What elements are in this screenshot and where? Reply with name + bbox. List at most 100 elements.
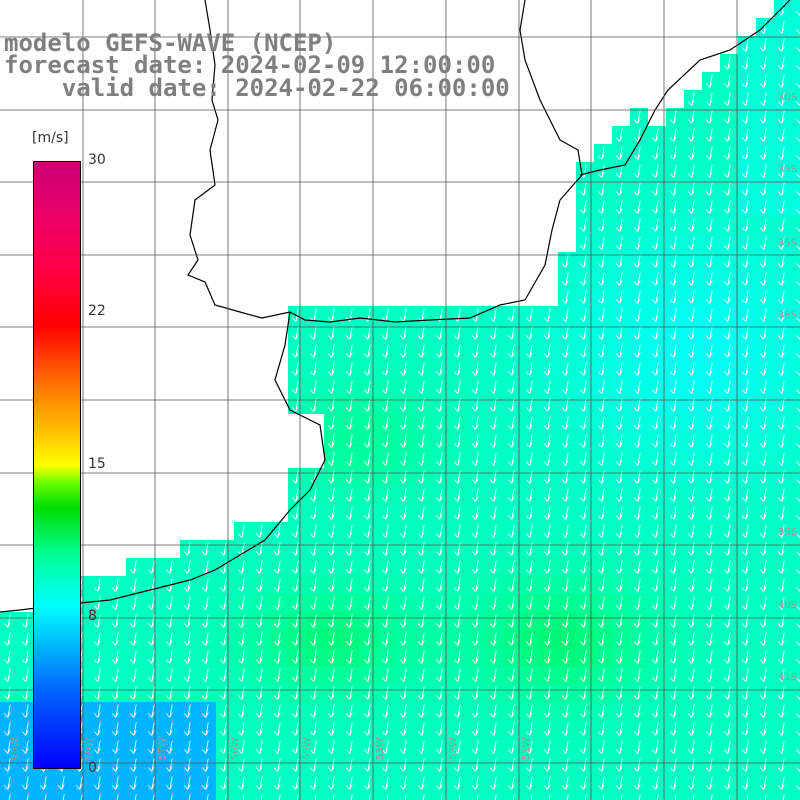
wind-arrow bbox=[759, 344, 767, 358]
wind-arrow bbox=[777, 398, 785, 412]
wind-arrow bbox=[399, 740, 407, 754]
wind-arrow bbox=[795, 263, 800, 268]
wind-arrow bbox=[759, 524, 767, 538]
wind-cell bbox=[432, 792, 450, 800]
wind-arrow bbox=[795, 677, 800, 682]
wind-arrow bbox=[507, 398, 515, 412]
wind-cell bbox=[792, 18, 800, 36]
wind-arrow bbox=[507, 722, 515, 736]
wind-arrow bbox=[615, 758, 623, 772]
wind-arrow bbox=[147, 722, 155, 736]
wind-arrow bbox=[741, 776, 749, 790]
wind-arrow bbox=[674, 794, 677, 800]
wind-arrow bbox=[759, 614, 767, 628]
wind-arrow bbox=[327, 506, 335, 520]
wind-arrow bbox=[525, 398, 533, 412]
wind-cell bbox=[792, 450, 800, 468]
wind-arrow bbox=[759, 650, 767, 664]
wind-arrow bbox=[489, 488, 497, 502]
wind-arrow bbox=[417, 416, 425, 430]
wind-arrow bbox=[777, 578, 785, 592]
wind-arrow bbox=[777, 416, 785, 430]
lat-label: 33S bbox=[778, 164, 797, 175]
wind-arrow bbox=[327, 776, 335, 790]
wind-arrow bbox=[525, 704, 533, 718]
wind-arrow bbox=[705, 290, 713, 304]
wind-arrow bbox=[687, 578, 695, 592]
wind-cell bbox=[720, 792, 738, 800]
wind-arrow bbox=[44, 794, 47, 800]
wind-arrow bbox=[561, 308, 569, 322]
wind-arrow bbox=[543, 704, 551, 718]
wind-arrow bbox=[777, 524, 785, 538]
wind-arrow bbox=[651, 704, 659, 718]
wind-arrow bbox=[237, 758, 245, 772]
wind-arrow bbox=[543, 776, 551, 790]
wind-arrow bbox=[669, 398, 677, 412]
wind-arrow bbox=[687, 110, 695, 124]
wind-arrow bbox=[291, 524, 299, 538]
wind-arrow bbox=[741, 164, 749, 178]
wind-arrow bbox=[615, 524, 623, 538]
wind-cell bbox=[738, 792, 756, 800]
wind-arrow bbox=[525, 362, 533, 376]
wind-arrow bbox=[525, 416, 533, 430]
wind-arrow bbox=[561, 596, 569, 610]
wind-arrow bbox=[219, 578, 227, 592]
wind-arrow bbox=[273, 524, 281, 538]
wind-arrow bbox=[705, 686, 713, 700]
wind-arrow bbox=[705, 254, 713, 268]
wind-arrow bbox=[21, 668, 29, 682]
wind-arrow bbox=[651, 686, 659, 700]
wind-arrow bbox=[471, 560, 479, 574]
wind-arrow bbox=[777, 128, 785, 142]
wind-arrow bbox=[795, 479, 800, 484]
wind-arrow bbox=[129, 722, 137, 736]
wind-arrow bbox=[525, 380, 533, 394]
wind-arrow bbox=[597, 434, 605, 448]
wind-cell bbox=[342, 792, 360, 800]
wind-arrow bbox=[255, 704, 263, 718]
wind-arrow bbox=[543, 398, 551, 412]
wind-arrow bbox=[669, 506, 677, 520]
wind-arrow bbox=[363, 668, 371, 682]
wind-arrow bbox=[795, 209, 800, 214]
wind-arrow bbox=[327, 704, 335, 718]
wind-arrow bbox=[705, 650, 713, 664]
wind-arrow bbox=[219, 668, 227, 682]
wind-arrow bbox=[273, 596, 281, 610]
wind-arrow bbox=[327, 362, 335, 376]
wind-arrow bbox=[728, 794, 731, 800]
wind-arrow bbox=[723, 722, 731, 736]
colorbar-tick: 22 bbox=[88, 303, 106, 319]
wind-cell bbox=[414, 792, 432, 800]
wind-arrow bbox=[507, 686, 515, 700]
wind-arrow bbox=[453, 758, 461, 772]
wind-cell bbox=[396, 792, 414, 800]
wind-arrow bbox=[255, 560, 263, 574]
wind-arrow bbox=[543, 632, 551, 646]
wind-arrow bbox=[615, 740, 623, 754]
wind-arrow bbox=[291, 614, 299, 628]
wind-arrow bbox=[237, 776, 245, 790]
wind-arrow bbox=[489, 740, 497, 754]
wind-arrow bbox=[615, 344, 623, 358]
wind-arrow bbox=[183, 614, 191, 628]
wind-arrow bbox=[417, 344, 425, 358]
wind-arrow bbox=[687, 218, 695, 232]
wind-arrow bbox=[345, 632, 353, 646]
wind-arrow bbox=[669, 344, 677, 358]
wind-arrow bbox=[381, 668, 389, 682]
wind-arrow bbox=[453, 650, 461, 664]
wind-cell bbox=[54, 792, 72, 800]
wind-arrow bbox=[579, 308, 587, 322]
wind-arrow bbox=[597, 272, 605, 286]
wind-arrow bbox=[327, 452, 335, 466]
wind-arrow bbox=[507, 308, 515, 322]
wind-arrow bbox=[777, 110, 785, 124]
wind-arrow bbox=[723, 524, 731, 538]
wind-arrow bbox=[795, 587, 800, 592]
wind-arrow bbox=[309, 560, 317, 574]
wind-cell bbox=[792, 486, 800, 504]
